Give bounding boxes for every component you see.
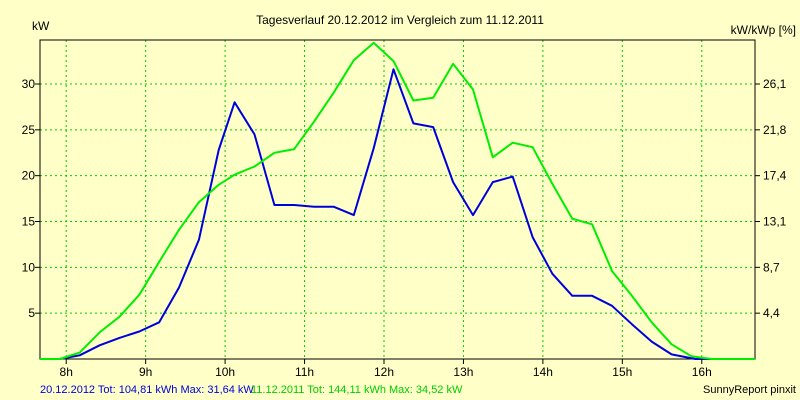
right-tick-label: 8,7 — [763, 260, 780, 274]
footer-series2-summary: 11.12.2011 Tot: 144,11 kWh Max: 34,52 kW — [251, 384, 463, 396]
x-tick-label: 9h — [139, 365, 152, 379]
left-axis-ticks: 5 10 15 20 25 30 — [22, 77, 40, 320]
series-line-2 — [40, 41, 755, 360]
left-axis-unit-label: kW — [32, 19, 50, 33]
footer-credit: SunnyReport pinxit — [703, 384, 796, 396]
left-tick-label: 25 — [22, 123, 36, 137]
plot-area-frame — [39, 39, 756, 360]
x-tick-label: 16h — [692, 365, 712, 379]
grid-lines — [40, 40, 755, 359]
x-tick-label: 14h — [533, 365, 553, 379]
right-axis-ticks: 4,4 8,7 13,1 17,4 21,8 26,1 — [755, 77, 787, 320]
x-tick-label: 8h — [60, 365, 73, 379]
left-tick-label: 20 — [22, 169, 36, 183]
right-axis-unit-label: kW/kWp [%] — [731, 23, 796, 37]
x-tick-label: 12h — [374, 365, 394, 379]
chart-title: Tagesverlauf 20.12.2012 im Vergleich zum… — [256, 13, 544, 27]
x-tick-label: 11h — [295, 365, 314, 379]
right-tick-label: 17,4 — [763, 169, 787, 183]
x-tick-label: 15h — [612, 365, 632, 379]
x-tick-label: 10h — [215, 365, 235, 379]
right-tick-label: 21,8 — [763, 123, 787, 137]
right-tick-label: 13,1 — [763, 215, 787, 229]
left-tick-label: 30 — [22, 77, 36, 91]
right-tick-label: 4,4 — [763, 306, 780, 320]
left-tick-label: 5 — [28, 306, 35, 320]
series-line-1 — [40, 68, 755, 360]
x-tick-label: 13h — [453, 365, 473, 379]
left-tick-label: 15 — [22, 215, 36, 229]
x-axis-ticks: 8h 9h 10h 11h 12h 13h 14h 15h 16h — [60, 359, 712, 379]
right-tick-label: 26,1 — [763, 77, 787, 91]
footer-series1-summary: 20.12.2012 Tot: 104,81 kWh Max: 31,64 kW — [40, 384, 254, 396]
series-lines — [40, 41, 755, 360]
left-tick-label: 10 — [22, 260, 36, 274]
